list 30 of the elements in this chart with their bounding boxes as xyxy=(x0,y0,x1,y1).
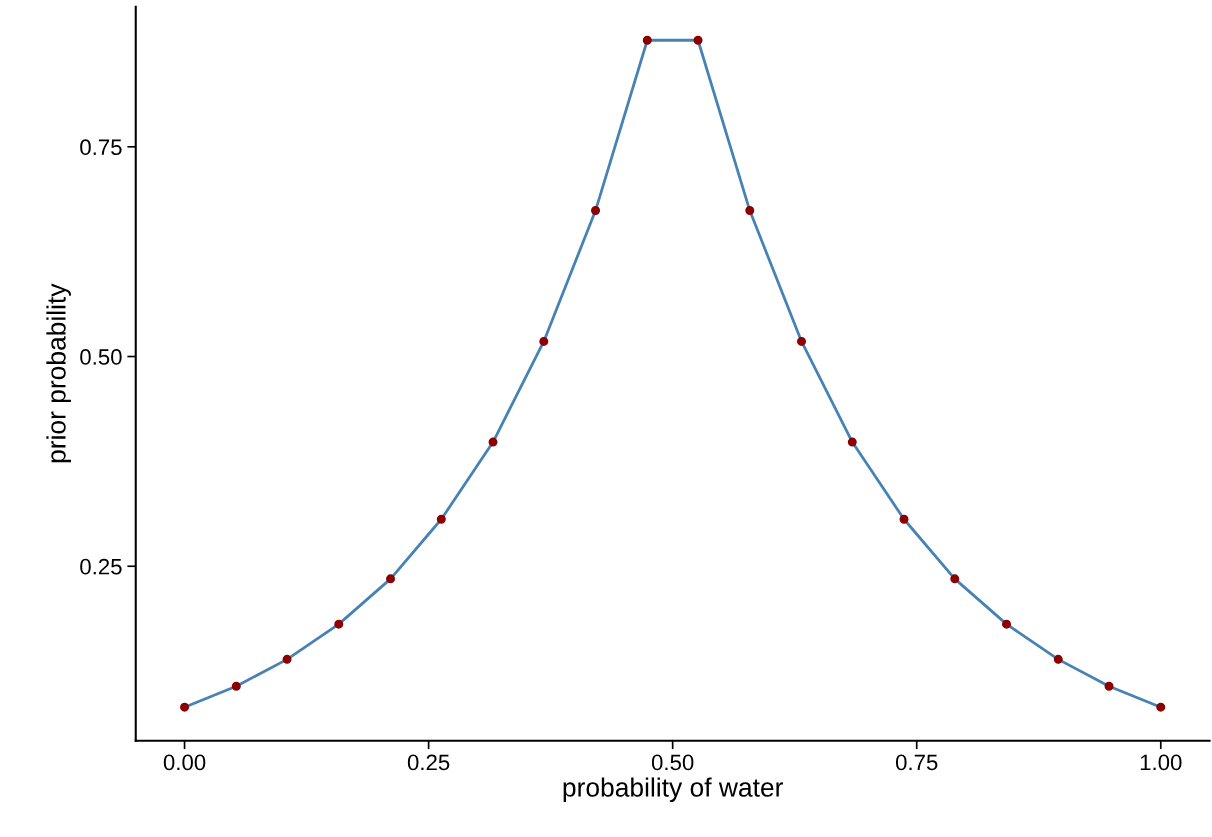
point xyxy=(950,574,960,584)
point xyxy=(1156,702,1166,712)
point xyxy=(847,437,857,447)
point xyxy=(591,206,601,216)
x-tick-label: 0.75 xyxy=(895,754,938,771)
y-tick-label: 0.50 xyxy=(80,349,122,365)
y-tick-label: 0.25 xyxy=(80,558,122,575)
point xyxy=(745,206,755,216)
point xyxy=(1053,654,1063,664)
point xyxy=(386,574,396,584)
x-axis-title: probability of water xyxy=(563,777,783,803)
point xyxy=(436,514,446,524)
point xyxy=(1104,681,1114,691)
x-tick-label: 0.50 xyxy=(651,754,694,771)
point xyxy=(797,336,807,346)
point xyxy=(282,654,292,664)
x-tick-label: 0.00 xyxy=(163,754,206,771)
point xyxy=(1002,619,1012,629)
point xyxy=(693,35,703,45)
point xyxy=(539,336,549,346)
point xyxy=(231,681,241,691)
point xyxy=(899,514,909,524)
x-tick-label: 0.25 xyxy=(407,754,450,771)
point xyxy=(180,702,190,712)
point xyxy=(334,619,344,629)
y-tick-label: 0.75 xyxy=(80,139,122,156)
point xyxy=(488,437,498,447)
point xyxy=(642,35,652,45)
x-tick-label: 1.00 xyxy=(1140,754,1182,771)
y-axis-title: prior probability xyxy=(46,283,71,463)
